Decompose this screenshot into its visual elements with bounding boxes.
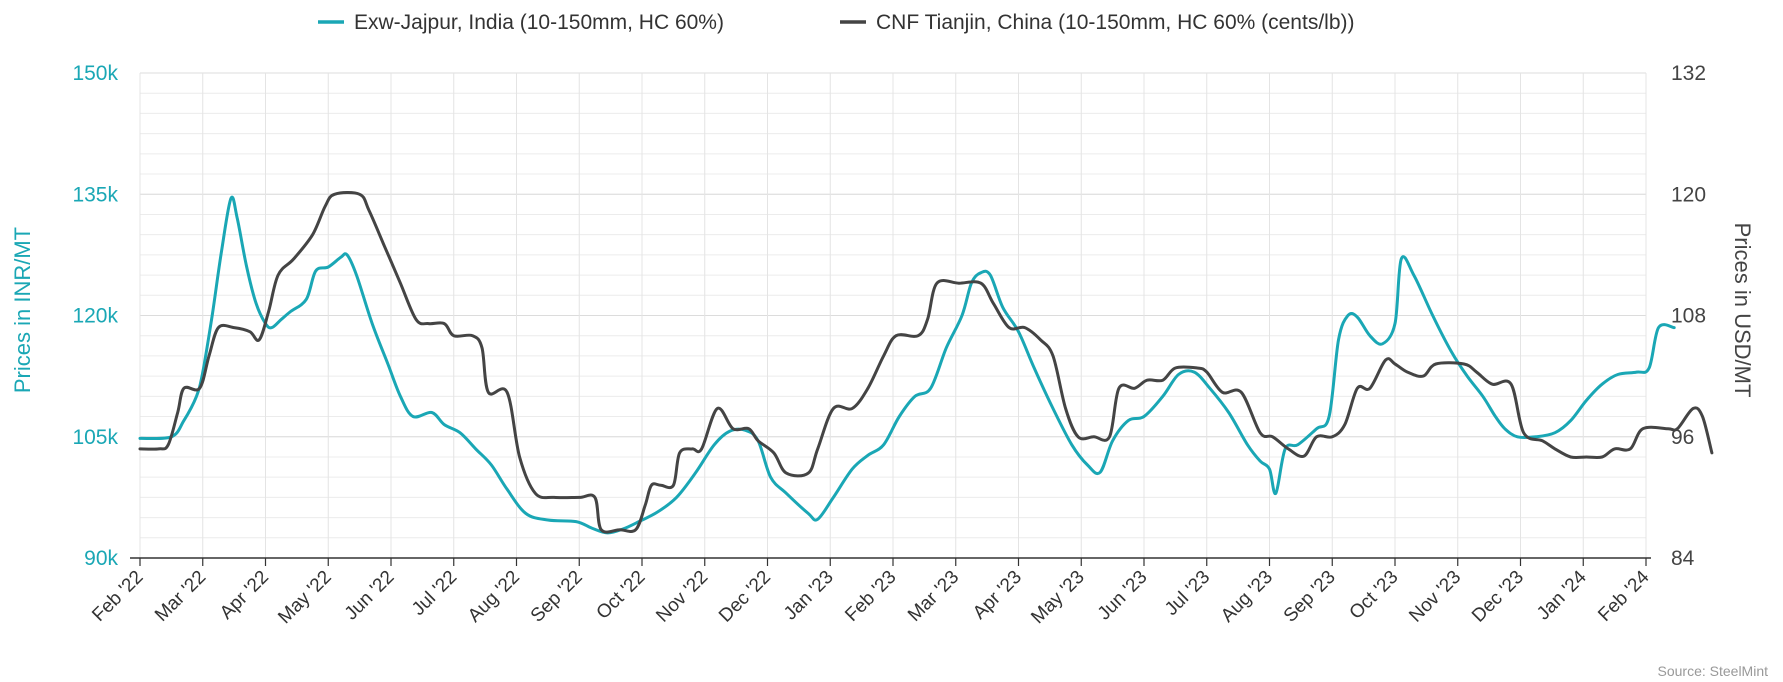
right-tick-label: 108 [1671,305,1706,328]
left-tick-label: 150k [72,62,118,85]
left-tick-label: 105k [72,426,118,449]
x-tick-label: Oct '22 [593,567,650,624]
source-label: Source: SteelMint [1658,663,1769,679]
legend-item-cnf-tianjin[interactable]: CNF Tianjin, China (10-150mm, HC 60% (ce… [840,11,1355,34]
x-tick-label: Nov '22 [652,567,712,627]
x-tick-label: Nov '23 [1405,567,1465,627]
x-tick-label: Apr '23 [969,567,1026,624]
left-tick-label: 120k [72,305,118,328]
x-tick-label: Sep '22 [527,567,587,627]
x-tick-label: Jul '23 [1161,567,1214,620]
right-tick-label: 120 [1671,183,1706,206]
x-tick-label: Feb '23 [841,567,900,626]
x-tick-label: Aug '22 [464,567,524,627]
x-tick-label: Sep '23 [1280,567,1340,627]
x-tick-label: Feb '22 [88,567,147,626]
x-tick-label: Oct '23 [1346,567,1403,624]
x-tick-label: Dec '23 [1468,567,1528,627]
series-line-exw-jajpur [138,195,1676,535]
legend-item-exw-jajpur[interactable]: Exw-Jajpur, India (10-150mm, HC 60%) [318,11,724,34]
left-axis-title: Prices in INR/MT [10,227,35,393]
x-tick-label: Aug '23 [1217,567,1277,627]
x-tick-label: Jun '22 [341,567,399,625]
legend-label: CNF Tianjin, China (10-150mm, HC 60% (ce… [876,11,1355,34]
x-tick-label: Jan '24 [1533,566,1591,624]
series-layer [138,191,1714,535]
x-tick-label: Jan '23 [780,567,838,625]
x-tick-label: Jun '23 [1094,567,1152,625]
series-line-cnf-tianjin [138,191,1714,534]
x-tick-label: Mar '22 [151,567,210,626]
left-tick-label: 135k [72,183,118,206]
legend[interactable]: Exw-Jajpur, India (10-150mm, HC 60%) CNF … [318,11,1355,34]
x-tick-label: Jul '22 [408,567,461,620]
left-tick-label: 90k [84,547,118,570]
x-tick-label: Apr '22 [216,567,273,624]
grid-layer [139,72,1647,559]
right-tick-label: 132 [1671,62,1706,85]
right-tick-label: 84 [1671,547,1695,570]
right-tick-label: 96 [1671,426,1694,449]
x-tick-label: Mar '23 [904,567,963,626]
x-tick-label: Dec '22 [715,567,775,627]
x-tick-label: May '23 [1027,567,1088,628]
x-tick-label: Feb '24 [1594,566,1654,626]
x-tick-label: May '22 [274,567,335,628]
legend-label: Exw-Jajpur, India (10-150mm, HC 60%) [354,11,724,34]
right-axis-title: Prices in USD/MT [1730,223,1755,398]
